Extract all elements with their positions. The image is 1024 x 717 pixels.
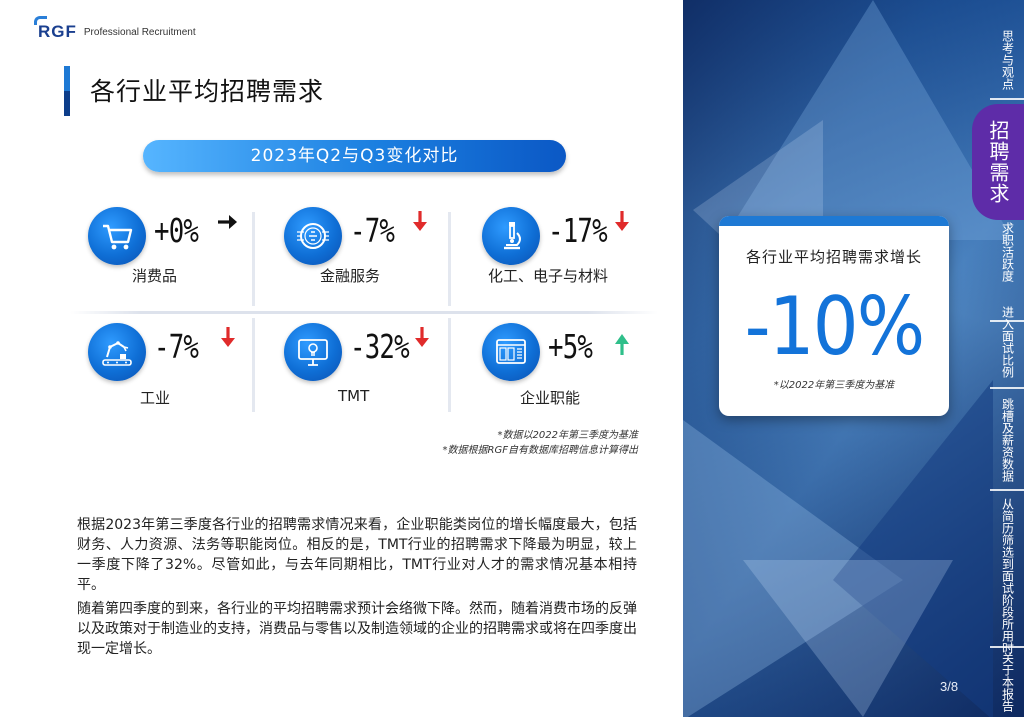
stat-title: 各行业平均招聘需求增长 [745, 248, 922, 266]
industry-label: 消费品 [132, 267, 178, 285]
data-notes: *数据以2022年第三季度为基准 *数据根据RGF自有数据库招聘信息计算得出 [400, 428, 638, 458]
nav-separator [990, 646, 1024, 648]
nav-item-hiring-demand[interactable]: 招聘需求 [972, 104, 1024, 220]
page-title: 各行业平均招聘需求 [90, 77, 325, 106]
coin-icon [284, 207, 342, 265]
nav-separator [990, 320, 1024, 322]
up-arrow-icon [610, 331, 634, 357]
flat-arrow-icon [216, 209, 240, 235]
dashboard-icon [482, 323, 540, 381]
industry-card-tmt: -32% TMT [268, 323, 464, 423]
industry-label: 金融服务 [320, 267, 381, 285]
side-nav: 思考与观点 求职活跃度 进入面试比例 跳槽及薪资数据 从简历筛选到面试阶段所用时… [990, 0, 1024, 717]
nav-item-salary[interactable]: 跳槽及薪资数据 [990, 398, 1024, 482]
side-panel-background [683, 0, 1024, 717]
industry-card-chemicals: -17% 化工、电子与材料 [466, 207, 662, 307]
stat-value: -10% [744, 280, 926, 373]
industry-label: 企业职能 [520, 389, 581, 407]
stat-note: *以2022年第三季度为基准 [773, 380, 895, 391]
industry-change: +0% [154, 211, 199, 250]
nav-item-job-seeking[interactable]: 求职活跃度 [990, 222, 1024, 282]
monitor-lightbulb-icon [284, 323, 342, 381]
industry-label: TMT [338, 387, 370, 405]
industry-card-corporate: +5% 企业职能 [466, 323, 662, 423]
comparison-banner: 2023年Q2与Q3变化对比 [143, 140, 566, 172]
nav-separator [990, 98, 1024, 100]
grid-divider-vertical-1 [252, 212, 255, 306]
industry-card-finance: -7% 金融服务 [268, 207, 464, 307]
industry-card-consumer: +0% 消费品 [72, 207, 268, 307]
title-accent-bar [64, 66, 70, 116]
nav-item-insights[interactable]: 思考与观点 [990, 30, 1024, 90]
nav-separator [990, 489, 1024, 491]
industry-label: 工业 [140, 389, 171, 407]
body-paragraph: 随着第四季度的到来，各行业的平均招聘需求预计会络微下降。然而，随着消费市场的反弹… [77, 601, 637, 657]
nav-item-about[interactable]: 关于本报告 [990, 652, 1024, 712]
nav-separator [990, 387, 1024, 389]
nav-item-label: 思考与观点 [1000, 30, 1015, 90]
industry-change: +5% [548, 327, 593, 366]
down-arrow-icon [410, 325, 434, 351]
nav-item-label: 招聘需求 [986, 120, 1010, 204]
down-arrow-icon [610, 209, 634, 235]
nav-item-label: 求职活跃度 [1000, 222, 1015, 282]
robot-arm-icon [88, 323, 146, 381]
grid-divider-horizontal [70, 311, 658, 314]
note-line: *数据以2022年第三季度为基准 [497, 430, 638, 441]
nav-item-time-to-interview[interactable]: 从简历筛选到面试阶段所用时 [990, 498, 1024, 654]
down-arrow-icon [408, 209, 432, 235]
industry-change: -32% [350, 327, 410, 366]
nav-item-label: 跳槽及薪资数据 [1000, 398, 1015, 482]
industry-change: -7% [350, 211, 395, 250]
nav-item-label: 进入面试比例 [1000, 306, 1015, 378]
down-arrow-icon [216, 325, 240, 351]
microscope-icon [482, 207, 540, 265]
grid-divider-vertical-2 [448, 212, 451, 306]
summary-stat-card: 各行业平均招聘需求增长 -10% *以2022年第三季度为基准 [719, 216, 949, 416]
nav-item-label: 从简历筛选到面试阶段所用时 [1000, 498, 1015, 654]
body-paragraph: 根据2023年第三季度各行业的招聘需求情况来看，企业职能类岗位的增长幅度最大，包… [77, 517, 637, 593]
industry-card-industrial: -7% 工业 [72, 323, 268, 423]
page-number: 3/8 [940, 679, 959, 694]
shopping-cart-icon [88, 207, 146, 265]
industry-change: -17% [548, 211, 608, 250]
logo-text: Professional Recruitment [83, 26, 196, 38]
grid-divider-vertical-4 [448, 318, 451, 412]
industry-label: 化工、电子与材料 [488, 267, 609, 285]
grid-divider-vertical-3 [252, 318, 255, 412]
logo-mark: RGF [34, 16, 77, 41]
logo: RGF Professional Recruitment [34, 16, 196, 44]
nav-item-label: 关于本报告 [1000, 652, 1015, 712]
nav-item-interview-ratio[interactable]: 进入面试比例 [990, 306, 1024, 378]
note-line: *数据根据RGF自有数据库招聘信息计算得出 [442, 445, 638, 456]
industry-change: -7% [154, 327, 199, 366]
